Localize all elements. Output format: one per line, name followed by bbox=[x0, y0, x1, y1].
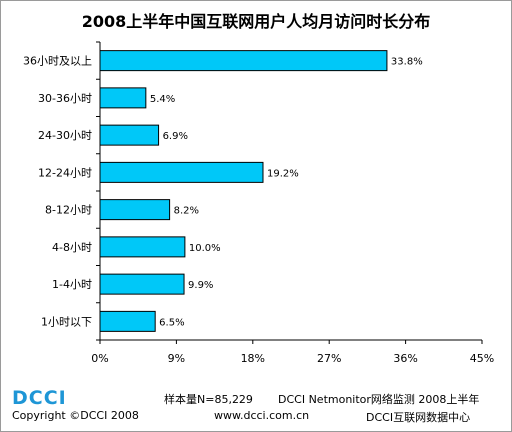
x-tick-label: 18% bbox=[241, 352, 265, 365]
x-tick-label: 36% bbox=[393, 352, 417, 365]
category-label: 12-24小时 bbox=[38, 166, 92, 179]
category-label: 4-8小时 bbox=[52, 241, 92, 254]
category-label: 1-4小时 bbox=[52, 278, 92, 291]
category-label: 36小时及以上 bbox=[23, 55, 92, 68]
x-tick-label: 0% bbox=[91, 352, 108, 365]
bar bbox=[99, 161, 264, 183]
value-label: 6.9% bbox=[163, 131, 188, 142]
x-tick-label: 45% bbox=[470, 352, 494, 365]
value-label: 9.9% bbox=[188, 280, 213, 291]
category-label: 1小时以下 bbox=[41, 315, 92, 328]
dcci-logo: DCCI bbox=[12, 387, 67, 409]
bar bbox=[99, 50, 388, 72]
category-label: 30-36小时 bbox=[38, 92, 92, 105]
category-label: 24-30小时 bbox=[38, 129, 92, 142]
sample-size-text: 样本量N=85,229 bbox=[164, 393, 253, 406]
bar bbox=[99, 124, 160, 146]
copyright-text: Copyright ©DCCI 2008 bbox=[12, 409, 139, 422]
data-center-text: DCCI互联网数据中心 bbox=[366, 411, 471, 424]
bar bbox=[99, 310, 156, 332]
value-label: 19.2% bbox=[267, 168, 299, 179]
category-label: 8-12小时 bbox=[45, 204, 92, 217]
x-tick-label: 27% bbox=[317, 352, 341, 365]
value-label: 5.4% bbox=[150, 94, 175, 105]
bar bbox=[99, 199, 171, 221]
website-text: www.dcci.com.cn bbox=[214, 409, 310, 422]
value-label: 33.8% bbox=[391, 57, 423, 68]
x-tick-label: 9% bbox=[168, 352, 185, 365]
chart-title: 2008上半年中国互联网用户人均月访问时长分布 bbox=[81, 12, 431, 31]
value-label: 10.0% bbox=[189, 243, 221, 254]
bar bbox=[99, 273, 185, 295]
value-label: 6.5% bbox=[159, 317, 184, 328]
bar bbox=[99, 236, 186, 258]
source-text: DCCI Netmonitor网络监测 2008上半年 bbox=[278, 393, 480, 406]
bar bbox=[99, 87, 147, 109]
value-label: 8.2% bbox=[174, 206, 199, 217]
